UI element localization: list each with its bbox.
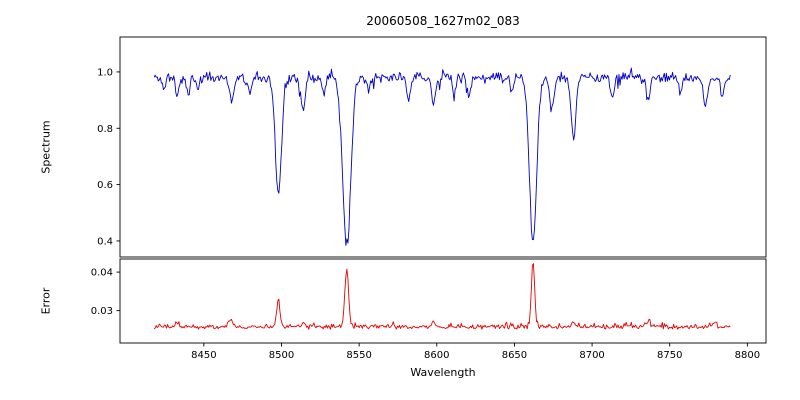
chart-title: 20060508_1627m02_083: [366, 14, 520, 28]
x-tick-label: 8750: [657, 350, 682, 361]
y-tick-label: 0.4: [97, 236, 113, 247]
x-tick-label: 8600: [424, 350, 449, 361]
y-tick-label: 0.8: [97, 124, 113, 135]
y-tick-label: 0.03: [91, 306, 113, 317]
y-tick-label: 0.6: [97, 180, 113, 191]
axes-box-error: [119, 258, 767, 344]
x-tick-label: 8700: [579, 350, 604, 361]
x-axis-label: Wavelength: [410, 366, 476, 379]
axes-box-spectrum: [119, 36, 767, 258]
x-tick-label: 8500: [269, 350, 294, 361]
spectrum-line: [153, 67, 731, 246]
y-axis-label-error: Error: [39, 287, 53, 315]
x-tick-label: 8650: [502, 350, 527, 361]
y-tick-label: 0.04: [91, 268, 113, 279]
y-axis-label-spectrum: Spectrum: [39, 120, 53, 174]
x-tick-label: 8450: [191, 350, 216, 361]
error-line: [153, 263, 731, 330]
y-tick-label: 1.0: [97, 67, 113, 78]
x-tick-label: 8800: [735, 350, 760, 361]
x-tick-label: 8550: [346, 350, 371, 361]
